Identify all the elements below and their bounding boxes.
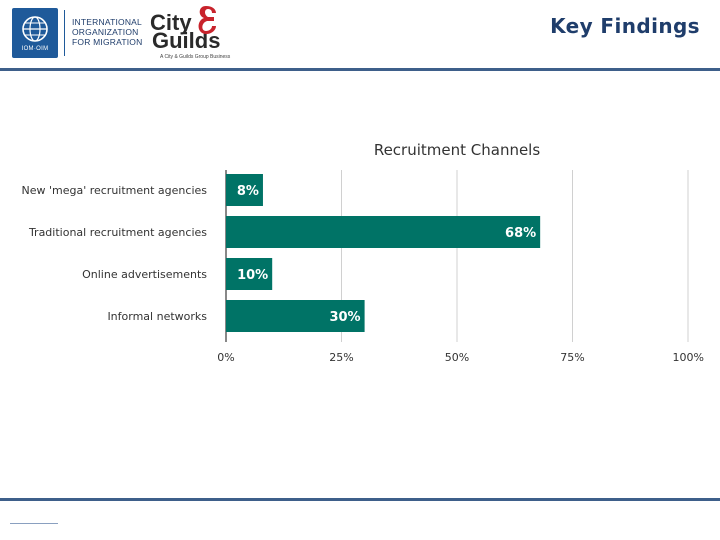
iom-org-line: FOR MIGRATION xyxy=(72,37,143,47)
footer-rule xyxy=(0,498,720,501)
lion-ampersand-icon xyxy=(198,6,216,34)
iom-logo: IOM·OIM xyxy=(12,8,58,58)
chart-category-label: Traditional recruitment agencies xyxy=(28,226,207,239)
chart-bar xyxy=(226,300,365,332)
chart-value-label: 68% xyxy=(505,226,536,241)
iom-org-line: ORGANIZATION xyxy=(72,27,139,37)
recruitment-channels-chart: Recruitment Channels New 'mega' recruitm… xyxy=(21,141,704,364)
header-rule xyxy=(0,68,720,71)
chart-x-tick-labels: 0% 25% 50% 75% 100% xyxy=(217,351,704,364)
chart-value-labels: 8% 68% 10% 30% xyxy=(237,184,536,325)
chart-x-tick-label: 100% xyxy=(673,351,704,364)
chart-category-label: Online advertisements xyxy=(82,268,207,281)
city-guilds-logo: City Guilds A City & Guilds Group Busine… xyxy=(150,4,230,62)
chart-x-tick-label: 50% xyxy=(445,351,469,364)
iom-org-line: INTERNATIONAL xyxy=(72,17,142,27)
chart-bar xyxy=(226,174,263,206)
chart-bar xyxy=(226,216,541,248)
chart-bar xyxy=(226,258,273,290)
chart-category-label: Informal networks xyxy=(107,310,207,323)
chart-x-tick-label: 0% xyxy=(217,351,234,364)
page-title: Key Findings xyxy=(550,14,700,38)
chart-category-label: New 'mega' recruitment agencies xyxy=(21,184,207,197)
chart-value-label: 30% xyxy=(329,310,360,325)
iom-logo-tag: IOM·OIM xyxy=(21,46,49,52)
iom-organization-name: INTERNATIONAL ORGANIZATION FOR MIGRATION xyxy=(72,17,152,47)
chart-title: Recruitment Channels xyxy=(374,141,541,159)
chart-x-tick-label: 25% xyxy=(329,351,353,364)
header: IOM·OIM INTERNATIONAL ORGANIZATION FOR M… xyxy=(0,0,720,68)
chart-value-label: 10% xyxy=(237,268,268,283)
chart-x-tick-label: 75% xyxy=(560,351,584,364)
footer-mark xyxy=(10,523,58,524)
chart-value-label: 8% xyxy=(237,184,259,199)
globe-icon xyxy=(22,16,48,42)
logo-divider xyxy=(64,10,65,56)
chart-category-labels: New 'mega' recruitment agencies Tradition… xyxy=(21,184,207,323)
chart-bars xyxy=(226,174,541,332)
cg-logo-tagline: A City & Guilds Group Business xyxy=(160,54,231,60)
cg-logo-city: City xyxy=(150,10,192,35)
